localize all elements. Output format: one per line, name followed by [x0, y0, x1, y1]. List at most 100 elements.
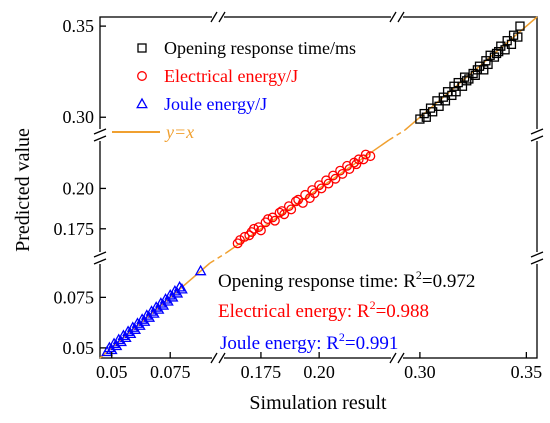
r2-annotation: Electrical energy: R2=0.988 [218, 298, 429, 322]
y-break-gap [534, 129, 540, 141]
square-marker [515, 21, 525, 31]
legend-label: Joule energy/J [164, 94, 267, 114]
circle-marker [232, 238, 243, 249]
y-break-mark [93, 135, 107, 142]
circle-marker [239, 231, 250, 242]
y-break-mark [530, 251, 544, 258]
square-marker [500, 45, 510, 55]
x-tick-label: 0.075 [150, 362, 191, 382]
circle-marker [344, 164, 355, 175]
legend-square-marker [137, 43, 147, 53]
y-break-gap [534, 252, 540, 264]
triangle-marker [176, 282, 188, 294]
circle-marker [351, 159, 362, 170]
circle-marker [321, 175, 332, 186]
y-break-mark [93, 258, 107, 265]
legend: Opening response time/ms Electrical energ… [112, 38, 356, 142]
x-tick-label: 0.05 [96, 362, 128, 382]
square-marker [513, 32, 523, 42]
circle-marker [335, 165, 346, 176]
circle-marker [286, 204, 297, 215]
square-marker [494, 46, 504, 57]
x-break-mark [210, 352, 218, 364]
y-break-gap [97, 252, 103, 264]
circle-marker [246, 227, 257, 237]
y-break-mark [93, 251, 107, 258]
r2-annotation: Opening response time: R2=0.972 [218, 268, 475, 292]
y-break-mark [530, 128, 544, 135]
square-marker [421, 112, 431, 122]
y-break-mark [530, 258, 544, 265]
legend-reference-label: y=x [164, 122, 194, 142]
circle-marker [279, 209, 290, 220]
square-marker [470, 70, 480, 80]
y-tick-label: 0.30 [63, 107, 95, 127]
x-break-mark [389, 11, 397, 23]
legend-triangle-marker [136, 97, 148, 109]
circle-marker [255, 225, 266, 236]
triangle-marker [173, 280, 186, 292]
reference-line-dashed-segment [388, 129, 406, 141]
circle-marker [365, 151, 376, 162]
circle-marker [323, 178, 334, 189]
x-tick-label: 0.175 [241, 362, 282, 382]
legend-circle-marker [137, 71, 147, 81]
square-marker [440, 96, 451, 106]
legend-label: Electrical energy/J [164, 66, 298, 86]
circle-marker [248, 223, 259, 234]
y-break-gap [97, 129, 103, 141]
circle-marker [328, 170, 339, 181]
circle-marker [276, 206, 287, 216]
r2-annotation: Joule energy: R2=0.991 [220, 330, 398, 354]
y-tick-label: 0.20 [63, 178, 95, 198]
x-break-gap [212, 355, 224, 361]
square-marker [451, 87, 461, 97]
circle-marker [260, 217, 271, 228]
x-break-gap [212, 14, 224, 20]
circle-marker [330, 173, 341, 184]
x-break-mark [389, 352, 397, 364]
x-break-mark [397, 352, 405, 364]
circle-marker [253, 222, 264, 233]
circle-marker [283, 201, 294, 212]
circle-marker [307, 185, 318, 195]
circle-marker [244, 230, 255, 241]
circle-marker [314, 180, 325, 191]
x-break-mark [218, 11, 226, 23]
y-tick-label: 0.075 [54, 287, 95, 307]
x-break-gap [391, 14, 403, 20]
x-break-gap [391, 355, 403, 361]
y-tick-label: 0.05 [63, 338, 95, 358]
square-marker [483, 59, 493, 70]
legend-label: Opening response time/ms [164, 38, 356, 58]
x-tick-label: 0.35 [511, 362, 543, 382]
circle-marker [337, 168, 348, 179]
circle-marker [290, 196, 301, 207]
x-break-mark [210, 11, 218, 23]
y-break-mark [530, 135, 544, 142]
axes-group: 0.050.05 0.075 0.075 0.175 0.175 0.20 0.20 0.30… [54, 11, 544, 382]
r2-annotations: Opening response time: R2=0.972 Electrica… [218, 268, 475, 354]
x-break-mark [397, 11, 405, 23]
circle-marker [309, 188, 320, 199]
y-tick-label: 0.175 [54, 219, 95, 239]
x-tick-label: 0.30 [404, 362, 436, 382]
square-marker [506, 39, 517, 49]
square-marker [428, 107, 438, 117]
y-axis-label: Predicted value [12, 128, 34, 252]
circle-marker [269, 215, 280, 226]
y-break-mark [93, 128, 107, 135]
data-points-group [101, 21, 525, 357]
square-marker [462, 76, 472, 86]
circle-marker [262, 214, 273, 225]
circle-marker [360, 149, 371, 160]
reference-line-dashed-segment [209, 252, 227, 264]
x-axis-label: Simulation result [249, 392, 387, 414]
circle-marker [267, 212, 278, 223]
x-break-mark [218, 352, 226, 364]
circle-marker [274, 207, 285, 218]
x-tick-label: 0.20 [303, 362, 335, 382]
triangle-marker [194, 264, 207, 276]
circle-marker [353, 154, 364, 165]
